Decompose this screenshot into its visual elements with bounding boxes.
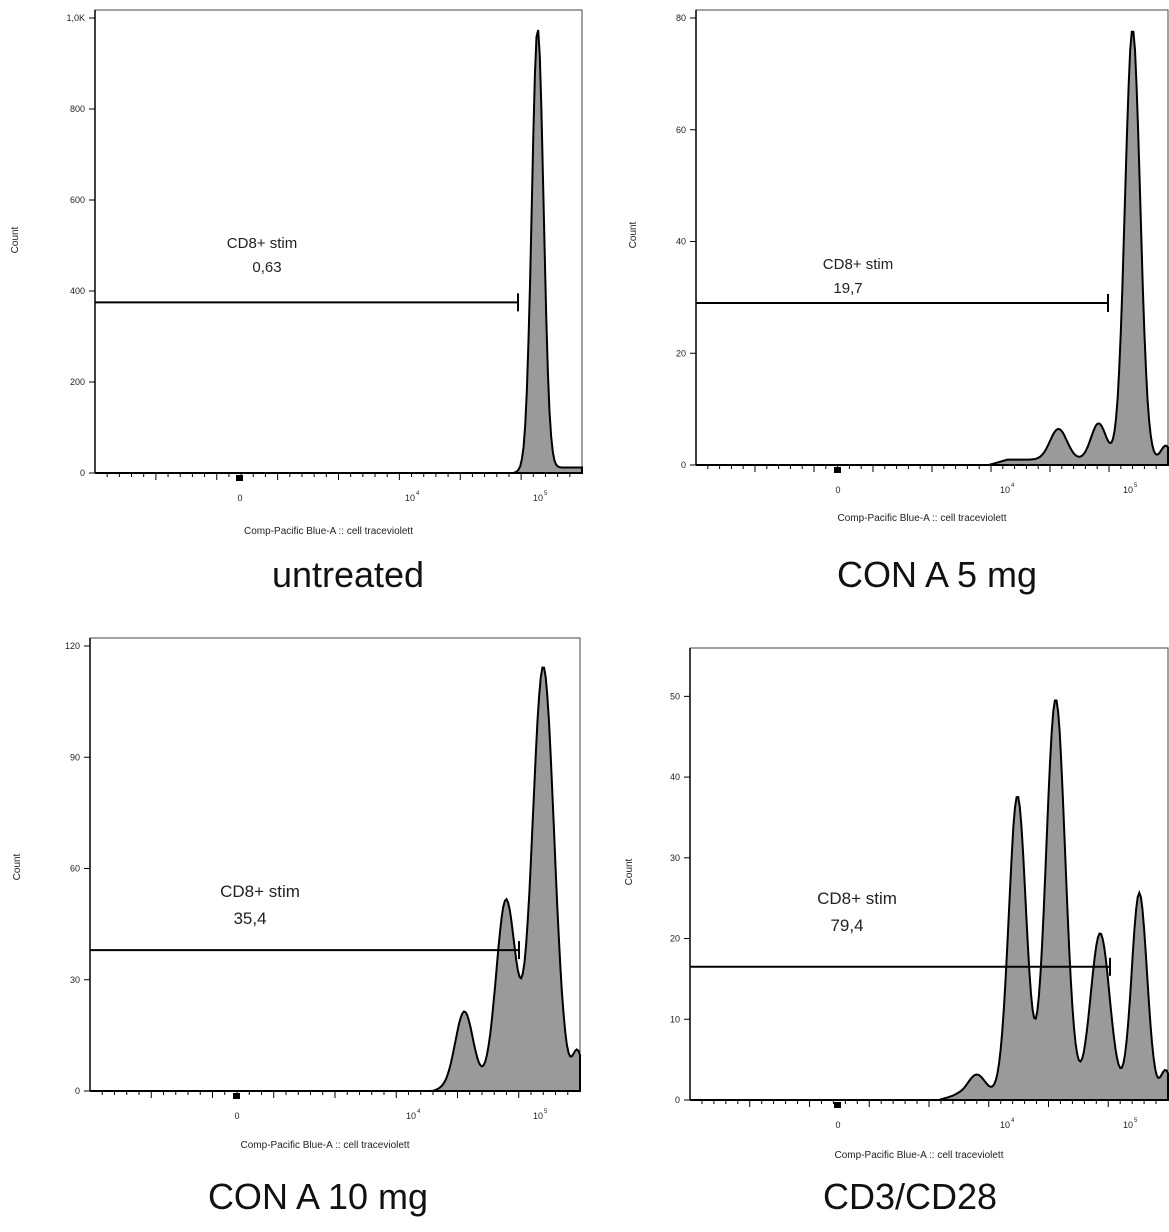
y-tick-label: 800 (70, 104, 85, 114)
y-tick-label: 30 (670, 853, 680, 863)
x-tick-label: 10 (405, 493, 415, 503)
plot-frame (695, 9, 1169, 466)
y-tick-label: 40 (676, 237, 686, 247)
x-tick-label: 10 (1123, 485, 1133, 495)
gate-name: CD8+ stim (220, 882, 300, 901)
gate-value: 0,63 (252, 259, 281, 276)
y-axis-label: Count (624, 858, 635, 885)
y-tick-label: 0 (75, 1086, 80, 1096)
gate-name: CD8+ stim (817, 889, 897, 908)
x-axis-label: Comp-Pacific Blue-A :: cell traceviolett (244, 526, 413, 537)
gate-value: 35,4 (233, 909, 266, 928)
caption-cona-10mg: CON A 10 mg (207, 1176, 429, 1217)
zero-marker (236, 475, 243, 481)
histogram-area (95, 29, 583, 474)
y-tick-label: 600 (70, 195, 85, 205)
x-tick-label: 0 (234, 1111, 239, 1121)
x-tick-exponent: 5 (544, 491, 548, 497)
x-tick-label: 10 (533, 493, 543, 503)
x-axis-label: Comp-Pacific Blue-A :: cell traceviolett (241, 1140, 410, 1151)
y-tick-label: 60 (676, 125, 686, 135)
x-tick-exponent: 4 (417, 1109, 421, 1115)
gate-value: 19,7 (833, 280, 862, 297)
x-tick-label: 10 (1000, 485, 1010, 495)
x-axis-label: Comp-Pacific Blue-A :: cell traceviolett (835, 1150, 1004, 1161)
y-tick-label: 90 (70, 752, 80, 762)
y-tick-label: 20 (676, 348, 686, 358)
zero-marker (233, 1093, 240, 1099)
y-tick-label: 20 (670, 934, 680, 944)
histogram-area (90, 666, 581, 1092)
y-tick-label: 0 (675, 1095, 680, 1105)
x-tick-exponent: 5 (1134, 483, 1138, 489)
gate-name: CD8+ stim (823, 256, 893, 273)
x-tick-exponent: 5 (1134, 1118, 1138, 1124)
caption-untreated: untreated (271, 554, 425, 595)
x-tick-label: 0 (237, 493, 242, 503)
y-tick-label: 0 (80, 468, 85, 478)
y-axis-label: Count (628, 221, 639, 248)
x-tick-exponent: 4 (416, 491, 420, 497)
y-tick-label: 120 (65, 641, 80, 651)
x-tick-label: 10 (533, 1111, 543, 1121)
y-axis-label: Count (10, 226, 21, 253)
histogram-area (690, 699, 1169, 1101)
plot-frame (94, 9, 583, 474)
y-tick-label: 30 (70, 975, 80, 985)
gate-name: CD8+ stim (227, 235, 297, 252)
y-tick-label: 80 (676, 13, 686, 23)
y-tick-label: 40 (670, 772, 680, 782)
y-tick-label: 10 (670, 1014, 680, 1024)
y-tick-label: 50 (670, 691, 680, 701)
y-tick-label: 200 (70, 377, 85, 387)
x-tick-label: 0 (835, 1120, 840, 1130)
caption-cd3-cd28: CD3/CD28 (822, 1176, 998, 1217)
histogram-area (696, 30, 1169, 466)
caption-cona-5mg: CON A 5 mg (836, 554, 1038, 595)
x-tick-label: 10 (1123, 1120, 1133, 1130)
x-tick-label: 0 (835, 485, 840, 495)
y-tick-label: 1,0K (66, 13, 85, 23)
x-tick-exponent: 5 (544, 1109, 548, 1115)
y-tick-label: 60 (70, 864, 80, 874)
y-axis-label: Count (12, 853, 23, 880)
x-tick-label: 10 (406, 1111, 416, 1121)
gate-value: 79,4 (830, 916, 863, 935)
y-tick-label: 400 (70, 286, 85, 296)
zero-marker (834, 1102, 841, 1108)
zero-marker (834, 467, 841, 473)
x-tick-exponent: 4 (1011, 1118, 1015, 1124)
x-tick-label: 10 (1000, 1120, 1010, 1130)
y-tick-label: 0 (681, 460, 686, 470)
x-tick-exponent: 4 (1011, 483, 1015, 489)
x-axis-label: Comp-Pacific Blue-A :: cell traceviolett (838, 513, 1007, 524)
